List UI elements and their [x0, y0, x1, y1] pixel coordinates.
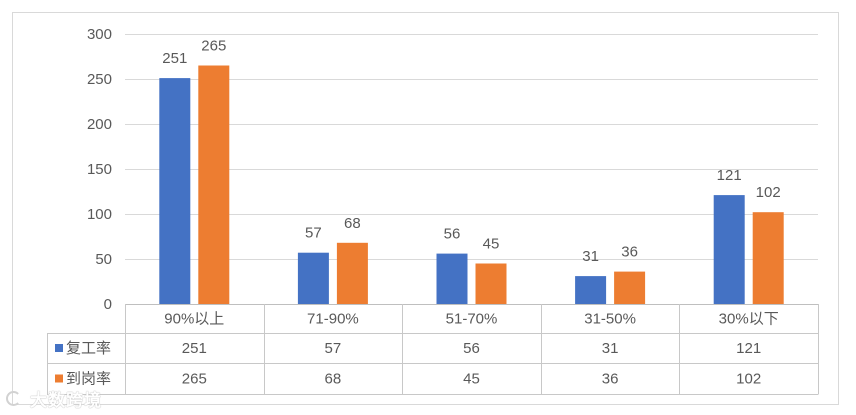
y-tick-label: 50	[95, 251, 112, 268]
table-cell: 36	[602, 371, 619, 388]
data-label: 57	[305, 225, 322, 242]
data-label: 251	[162, 50, 187, 67]
table-cell: 251	[182, 340, 207, 357]
table-cell: 265	[182, 371, 207, 388]
bar-series1	[159, 78, 191, 304]
table-cell: 68	[325, 371, 342, 388]
y-tick-label: 100	[87, 206, 112, 223]
category-label: 71-90%	[307, 311, 359, 328]
table-cell: 121	[736, 340, 761, 357]
data-label: 56	[444, 226, 461, 243]
bar-series2	[198, 65, 230, 304]
table-cell: 56	[463, 340, 480, 357]
legend-label: 复工率	[66, 339, 111, 357]
category-label: 90%以上	[164, 311, 224, 328]
data-label: 102	[756, 184, 781, 201]
data-label: 31	[582, 248, 599, 265]
category-label: 30%以下	[719, 311, 779, 328]
y-tick-label: 0	[104, 296, 112, 313]
data-label: 45	[483, 236, 500, 253]
data-label: 36	[621, 244, 638, 261]
data-label: 265	[201, 38, 226, 55]
bar-series2	[614, 271, 646, 304]
data-label: 121	[717, 167, 742, 184]
y-tick-label: 300	[87, 26, 112, 43]
y-tick-label: 200	[87, 116, 112, 133]
table-cell: 57	[325, 340, 342, 357]
chart-frame	[12, 12, 839, 405]
legend-key-series1	[55, 344, 63, 352]
legend-label: 到岗率	[66, 371, 111, 388]
bar-series2	[475, 263, 507, 304]
data-label: 68	[344, 215, 361, 232]
table-cell: 102	[736, 371, 761, 388]
category-label: 51-70%	[446, 311, 498, 328]
y-tick-label: 150	[87, 161, 112, 178]
category-label: 31-50%	[584, 311, 636, 328]
table-cell: 45	[463, 371, 480, 388]
bar-series1	[297, 252, 329, 304]
bar-series1	[436, 253, 468, 304]
bar-series1	[713, 195, 745, 304]
table-cell: 31	[602, 340, 619, 357]
bar-series2	[336, 242, 368, 304]
legend-key-series2	[55, 374, 63, 383]
bar-series2	[752, 212, 784, 304]
y-tick-label: 250	[87, 71, 112, 88]
bar-series1	[575, 276, 607, 304]
